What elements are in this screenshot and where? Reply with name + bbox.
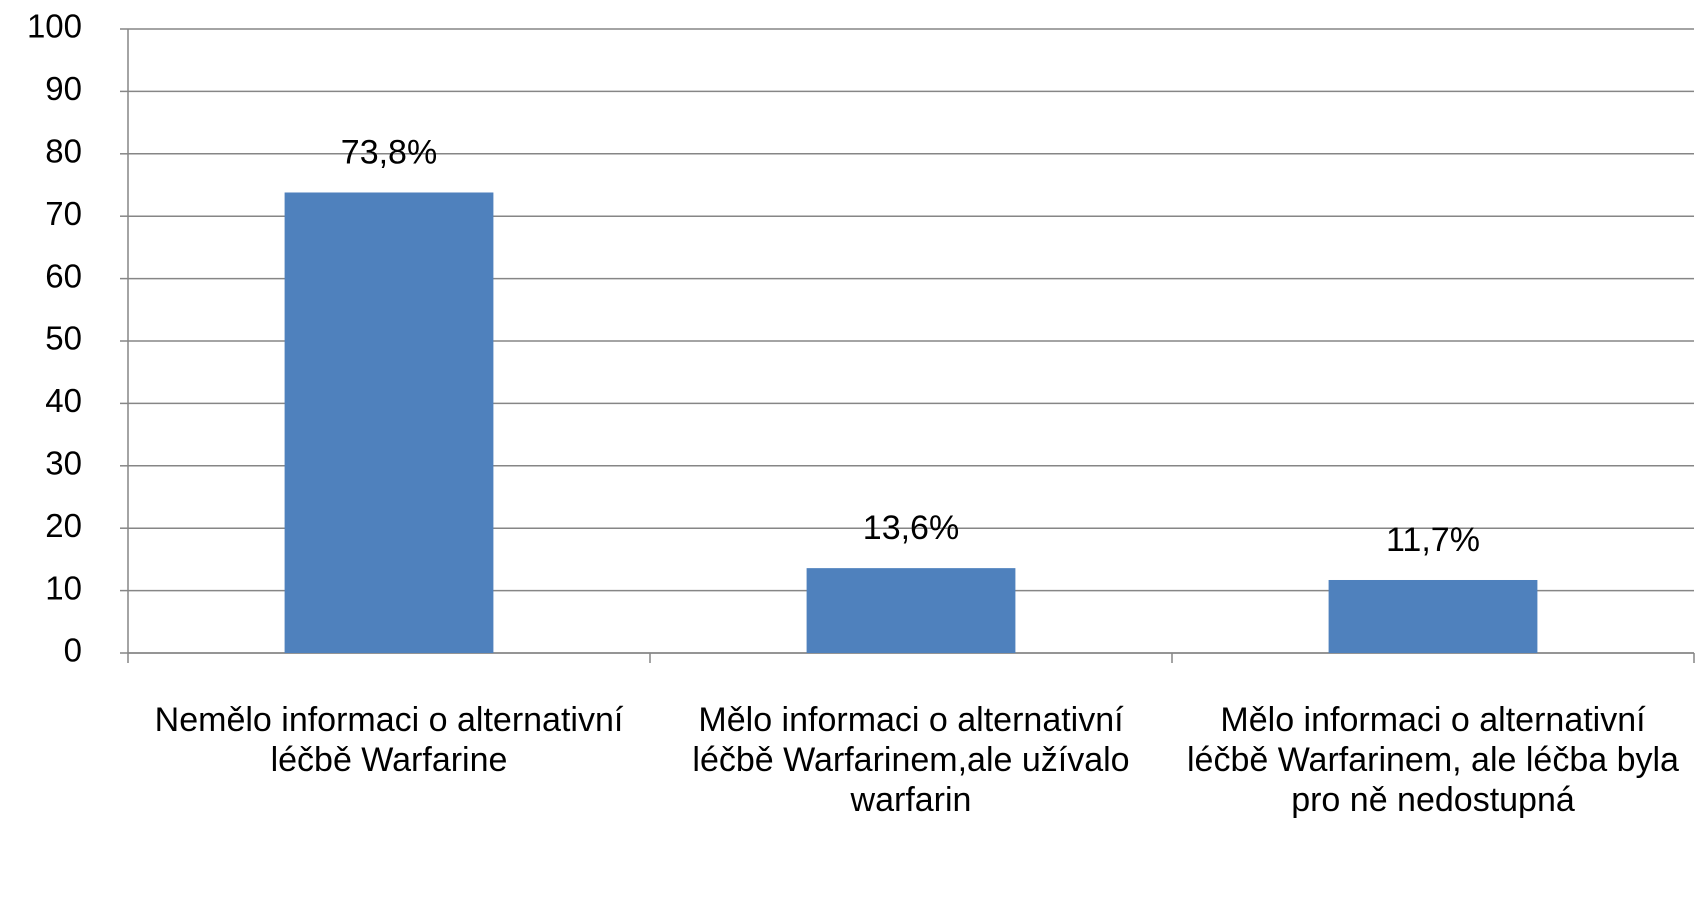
bar bbox=[1328, 579, 1538, 653]
bar bbox=[284, 192, 494, 653]
x-tick-label: Nemělo informaci o alternativní léčbě Wa… bbox=[154, 701, 624, 779]
bar bbox=[806, 568, 1016, 653]
data-label: 73,8% bbox=[341, 133, 437, 171]
x-tick-label: Mělo informaci o alternativní léčbě Warf… bbox=[1187, 701, 1679, 819]
data-label: 13,6% bbox=[863, 509, 959, 547]
y-tick-label: 60 bbox=[45, 257, 82, 294]
y-tick-label: 30 bbox=[45, 445, 82, 482]
y-tick-label: 20 bbox=[45, 507, 82, 544]
data-label: 11,7% bbox=[1386, 521, 1480, 559]
y-tick-label: 100 bbox=[27, 8, 82, 45]
y-tick-label: 50 bbox=[45, 320, 82, 357]
y-tick-label: 0 bbox=[64, 632, 82, 669]
y-tick-label: 10 bbox=[45, 569, 82, 606]
y-tick-label: 40 bbox=[45, 382, 82, 419]
y-tick-label: 70 bbox=[45, 195, 82, 232]
y-tick-label: 80 bbox=[45, 133, 82, 170]
y-tick-label: 90 bbox=[45, 70, 82, 107]
x-tick-label: Mělo informaci o alternativní léčbě Warf… bbox=[692, 701, 1130, 819]
